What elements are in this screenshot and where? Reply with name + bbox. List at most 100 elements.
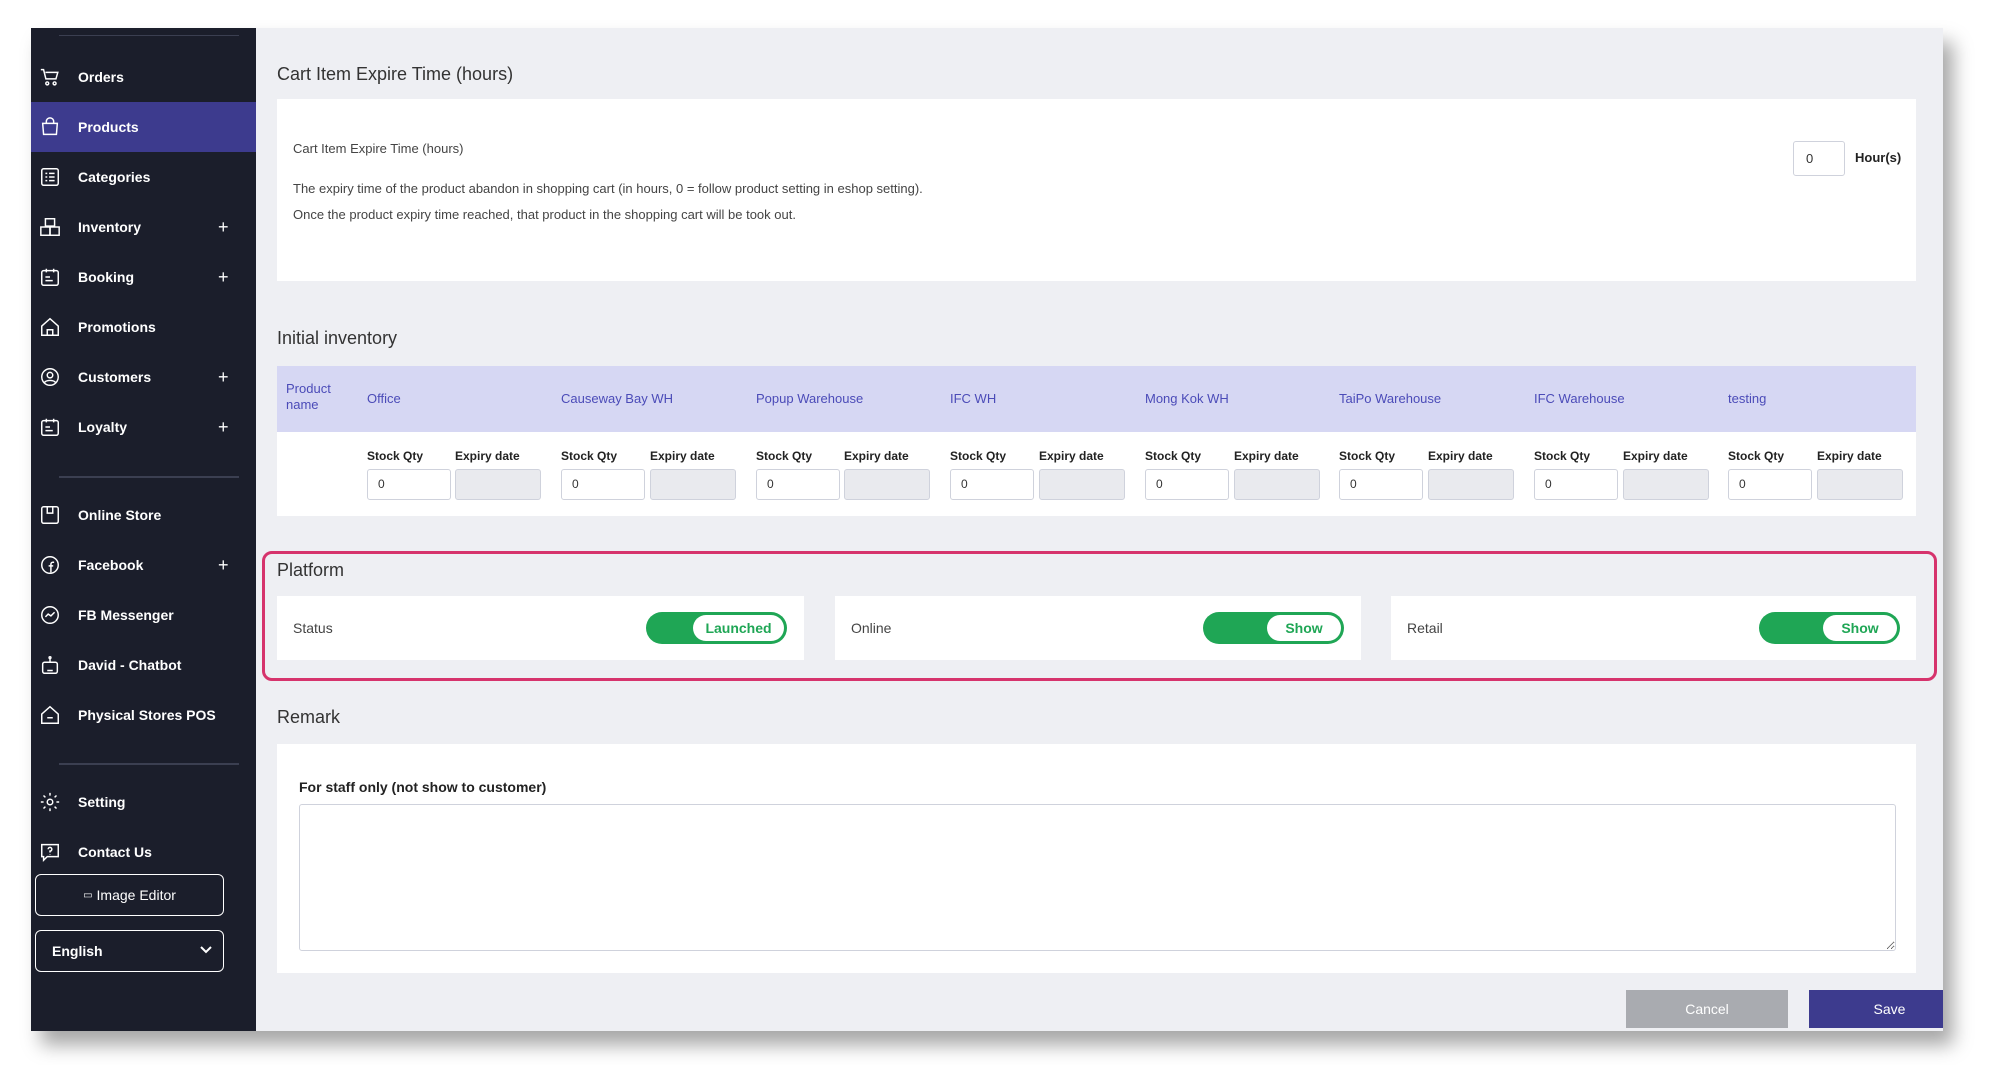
expiry-date-input[interactable]	[1039, 469, 1125, 500]
sidebar-item-setting[interactable]: Setting	[31, 777, 256, 827]
chatbot-icon	[39, 654, 61, 676]
cart-expire-description: The expiry time of the product abandon i…	[293, 181, 923, 196]
sidebar-item-facebook[interactable]: Facebook +	[31, 540, 256, 590]
gear-icon	[39, 791, 61, 813]
section-title: Cart Item Expire Time (hours)	[277, 64, 514, 84]
expiry-date-input[interactable]	[650, 469, 736, 500]
cart-expire-description: Once the product expiry time reached, th…	[293, 207, 796, 222]
stock-qty-input[interactable]: 0	[1145, 469, 1229, 500]
sidebar-item-fb-messenger[interactable]: FB Messenger	[31, 590, 256, 640]
image-icon: ▭	[83, 889, 93, 901]
sidebar-item-label: Online Store	[78, 507, 162, 523]
sidebar-divider	[59, 763, 239, 765]
remark-panel: For staff only (not show to customer)	[277, 744, 1916, 973]
store-icon	[39, 504, 61, 526]
retail-label: Retail	[1407, 620, 1443, 636]
app-window: Orders Products Categories Inventory + B…	[31, 28, 1943, 1031]
stock-qty-label: Stock Qty	[950, 449, 1007, 463]
status-toggle[interactable]: Launched	[646, 612, 787, 644]
expiry-date-label: Expiry date	[844, 449, 909, 463]
retail-toggle[interactable]: Show	[1759, 612, 1900, 644]
stock-qty-input[interactable]: 0	[1534, 469, 1618, 500]
sidebar-item-contact-us[interactable]: Contact Us	[31, 827, 256, 877]
warehouse-header: Popup Warehouse	[756, 391, 864, 406]
expand-plus-icon[interactable]: +	[218, 366, 229, 387]
stock-qty-input[interactable]: 0	[950, 469, 1034, 500]
facebook-icon	[39, 554, 61, 576]
stock-qty-input[interactable]: 0	[561, 469, 645, 500]
expiry-date-input[interactable]	[1623, 469, 1709, 500]
help-icon	[39, 841, 61, 863]
warehouse-header: testing	[1728, 391, 1767, 406]
product-name-header: Product name	[286, 381, 331, 412]
sidebar-item-label: Products	[78, 119, 139, 135]
sidebar-item-label: FB Messenger	[78, 607, 174, 623]
sidebar-item-label: Facebook	[78, 557, 144, 573]
stock-qty-input[interactable]: 0	[367, 469, 451, 500]
online-toggle[interactable]: Show	[1203, 612, 1344, 644]
expand-plus-icon[interactable]: +	[218, 554, 229, 575]
expand-plus-icon[interactable]: +	[218, 266, 229, 287]
sidebar-item-loyalty[interactable]: Loyalty +	[31, 402, 256, 452]
hours-unit-label: Hour(s)	[1855, 150, 1902, 165]
online-label: Online	[851, 620, 892, 636]
language-select[interactable]: English	[35, 930, 224, 972]
calendar-icon	[39, 416, 61, 438]
sidebar-item-label: Booking	[78, 269, 134, 285]
sidebar-item-chatbot[interactable]: David - Chatbot	[31, 640, 256, 690]
sidebar-item-label: Loyalty	[78, 419, 128, 435]
platform-status-panel: Status Launched	[277, 596, 804, 660]
sidebar-item-categories[interactable]: Categories	[31, 152, 256, 202]
sidebar-item-online-store[interactable]: Online Store	[31, 490, 256, 540]
expiry-date-input[interactable]	[1817, 469, 1903, 500]
cart-expire-hours-input[interactable]: 0	[1793, 141, 1845, 176]
inventory-table-header: Product name Office Causeway Bay WH Popu…	[277, 366, 1916, 432]
expiry-date-input[interactable]	[455, 469, 541, 500]
expiry-date-label: Expiry date	[455, 449, 520, 463]
cart-expire-field-label: Cart Item Expire Time (hours)	[293, 141, 464, 156]
sidebar-item-promotions[interactable]: Promotions	[31, 302, 256, 352]
sidebar: Orders Products Categories Inventory + B…	[31, 28, 256, 1031]
sidebar-item-orders[interactable]: Orders	[31, 52, 256, 102]
bag-icon	[39, 116, 61, 138]
stock-qty-label: Stock Qty	[367, 449, 424, 463]
warehouse-header: IFC Warehouse	[1534, 391, 1625, 406]
sidebar-item-inventory[interactable]: Inventory +	[31, 202, 256, 252]
stock-qty-label: Stock Qty	[1534, 449, 1591, 463]
stock-qty-input[interactable]: 0	[756, 469, 840, 500]
calendar-icon	[39, 266, 61, 288]
expiry-date-input[interactable]	[844, 469, 930, 500]
expand-plus-icon[interactable]: +	[218, 216, 229, 237]
warehouse-header: TaiPo Warehouse	[1339, 391, 1442, 406]
image-editor-button[interactable]: ▭ Image Editor	[35, 874, 224, 916]
messenger-icon	[39, 604, 61, 626]
sidebar-item-label: Setting	[78, 794, 126, 810]
sidebar-item-customers[interactable]: Customers +	[31, 352, 256, 402]
sidebar-item-label: Physical Stores POS	[78, 707, 216, 723]
sidebar-item-products[interactable]: Products	[31, 102, 256, 152]
status-label: Status	[293, 620, 333, 636]
stock-qty-input[interactable]: 0	[1339, 469, 1423, 500]
expiry-date-label: Expiry date	[1234, 449, 1299, 463]
expiry-date-label: Expiry date	[1623, 449, 1688, 463]
status-toggle-value: Launched	[693, 615, 784, 641]
remark-textarea[interactable]	[299, 804, 1896, 951]
expiry-date-label: Expiry date	[650, 449, 715, 463]
sidebar-item-label: David - Chatbot	[78, 657, 182, 673]
expand-plus-icon[interactable]: +	[218, 416, 229, 437]
sidebar-item-label: Categories	[78, 169, 151, 185]
sidebar-item-label: Inventory	[78, 219, 142, 235]
sidebar-item-booking[interactable]: Booking +	[31, 252, 256, 302]
save-button[interactable]: Save	[1809, 990, 1943, 1028]
sidebar-item-physical-stores-pos[interactable]: Physical Stores POS	[31, 690, 256, 740]
expiry-date-input[interactable]	[1234, 469, 1320, 500]
section-title: Initial inventory	[277, 328, 398, 348]
stock-qty-input[interactable]: 0	[1728, 469, 1812, 500]
platform-highlight-box	[262, 551, 1937, 681]
cancel-button[interactable]: Cancel	[1626, 990, 1788, 1028]
warehouse-header: Office	[367, 391, 401, 406]
cart-expire-panel: Cart Item Expire Time (hours) The expiry…	[277, 99, 1916, 281]
section-title: Remark	[277, 707, 341, 727]
expiry-date-input[interactable]	[1428, 469, 1514, 500]
stock-qty-label: Stock Qty	[561, 449, 618, 463]
